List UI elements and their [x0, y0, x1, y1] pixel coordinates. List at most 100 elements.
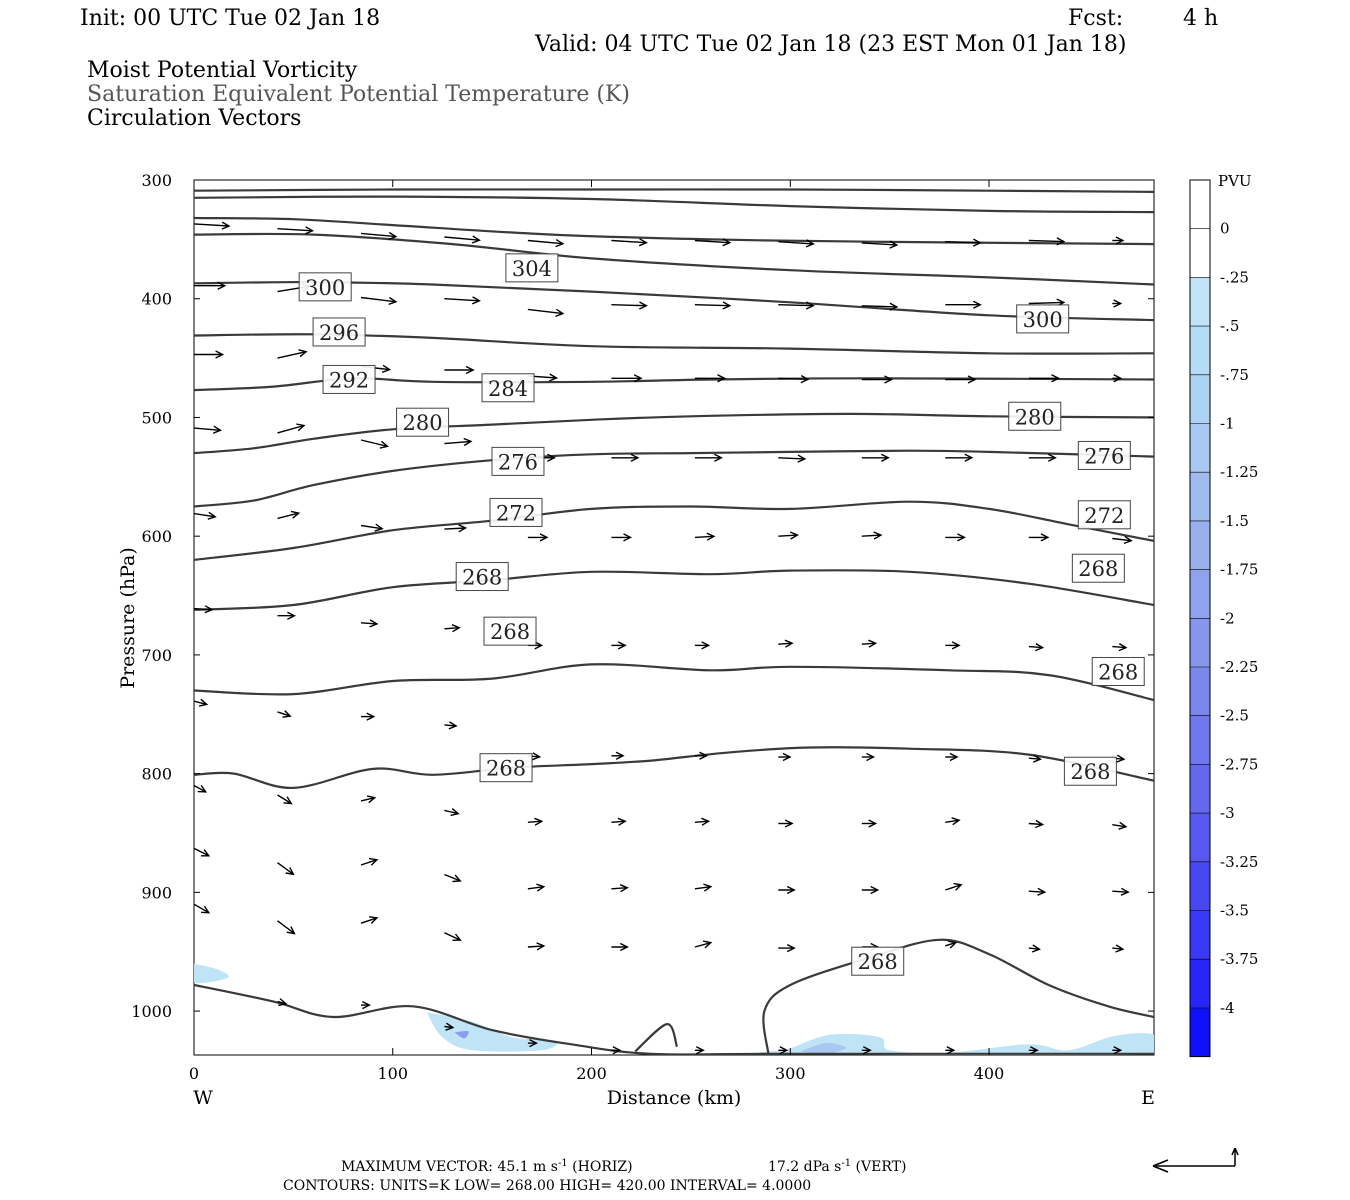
colorbar-unit: PVU: [1218, 172, 1252, 190]
pv-shading-layer: [194, 963, 1154, 1055]
circulation-vector: [277, 794, 293, 805]
reference-vector-icon: [1152, 1147, 1239, 1173]
theta-contour-272: [194, 500, 1154, 561]
plot-area: [193, 179, 1155, 1056]
contour-label-text: 268: [462, 566, 502, 590]
circulation-vector: [1112, 642, 1128, 652]
colorbar-cell: [1190, 569, 1210, 619]
contour-label-text: 268: [1098, 661, 1138, 685]
circulation-vector: [360, 523, 384, 532]
circulation-vector: [277, 349, 308, 359]
contour-label-text: 304: [512, 257, 552, 281]
contour-label: 268: [1091, 657, 1145, 687]
circulation-vector: [277, 998, 288, 1007]
circulation-vector: [444, 365, 475, 375]
colorbar-cell: [1190, 813, 1210, 862]
y-tick-label: 400: [141, 290, 172, 309]
circulation-vector: [1112, 535, 1133, 545]
contour-label: 280: [396, 407, 450, 437]
circulation-vector: [194, 425, 223, 434]
pv-shade-region: [800, 1043, 846, 1054]
circulation-vector: [194, 847, 211, 857]
contour-label: 268: [455, 562, 509, 592]
circulation-vector: [1028, 887, 1047, 896]
circulation-vector: [694, 374, 727, 383]
colorbar-cell: [1190, 667, 1210, 716]
contour-label-text: 268: [490, 620, 530, 644]
circulation-vector: [1112, 374, 1123, 383]
circulation-vector: [1028, 237, 1066, 246]
contour-label-text: 276: [498, 450, 538, 474]
circulation-vector: [1028, 374, 1061, 383]
circulation-vector: [694, 453, 723, 462]
circulation-vector: [861, 885, 880, 895]
circulation-vector: [694, 238, 732, 247]
circulation-vector: [1112, 236, 1125, 245]
circulation-vector: [611, 1046, 622, 1055]
theta-contour-280: [194, 412, 1154, 455]
circulation-vector: [611, 453, 640, 462]
colorbar-cell: [1190, 472, 1210, 521]
circulation-vector: [444, 808, 460, 817]
circulation-vector: [444, 1022, 455, 1031]
colorbar-tick-label: -2.25: [1220, 658, 1258, 676]
circulation-vector: [527, 533, 549, 542]
circulation-vector: [277, 920, 296, 935]
theta-contour-276: [194, 449, 1154, 508]
theta-contour-284: [194, 377, 1154, 392]
circulation-vector: [861, 453, 890, 462]
circulation-vector: [527, 942, 546, 951]
contours-info-text: CONTOURS: UNITS=K LOW= 268.00 HIGH= 420.…: [283, 1178, 811, 1194]
contour-label-text: 272: [496, 501, 536, 525]
contour-label-text: 284: [488, 377, 528, 401]
theta-contour-268: [194, 569, 1154, 611]
circulation-vector: [1028, 642, 1045, 652]
circulation-vector: [194, 698, 209, 707]
colorbar-cell: [1190, 180, 1210, 229]
circulation-vector: [778, 454, 807, 463]
circulation-vector: [360, 795, 377, 804]
circulation-vector: [778, 752, 792, 762]
circulation-vector: [611, 533, 633, 542]
circulation-vector: [861, 375, 894, 384]
contour-label: 268: [1071, 553, 1125, 583]
circulation-vector: [1028, 819, 1045, 829]
x-tick-label: 400: [974, 1064, 1005, 1083]
circulation-vector: [1112, 887, 1130, 896]
circulation-vector: [360, 619, 379, 628]
circulation-vector: [277, 423, 306, 434]
circulation-vector: [1112, 1046, 1123, 1055]
circulation-vector: [611, 884, 629, 893]
theta-contours-layer: [194, 188, 1154, 1055]
circulation-vector: [861, 302, 899, 311]
colorbar-cell: [1190, 959, 1210, 1008]
axes-layer: 300 400 500 600 700 800 900 1000 0 100 200 300 400: [131, 171, 1154, 1083]
circulation-vector: [694, 532, 716, 541]
circulation-vector: [694, 940, 713, 949]
circulation-vector: [360, 439, 390, 449]
circulation-vector: [527, 308, 565, 317]
circulation-vector: [1028, 533, 1050, 542]
contour-label: 268: [479, 753, 533, 783]
contour-label-text: 296: [319, 321, 359, 345]
colorbar-cell: [1190, 1007, 1210, 1057]
colorbar-cell: [1190, 374, 1210, 424]
circulation-vector: [945, 453, 974, 462]
circulation-vector: [360, 916, 379, 924]
circulation-vector: [360, 231, 398, 241]
contour-label-text: 276: [1084, 444, 1124, 468]
circulation-vector: [277, 226, 315, 235]
colorbar-cell: [1190, 228, 1210, 278]
theta-contour-268: [194, 746, 1154, 790]
contour-label: 276: [491, 446, 545, 476]
contour-label-text: 300: [1023, 308, 1063, 332]
circulation-vector: [694, 641, 711, 650]
theta-contour-304: [194, 195, 1154, 214]
pv-shade-region: [426, 1012, 558, 1052]
circulation-vector: [444, 721, 458, 730]
colorbar-cell: [1190, 618, 1210, 667]
colorbar-tick-label: -1.75: [1220, 561, 1258, 579]
circulation-vector: [444, 437, 473, 447]
circulation-vector: [527, 239, 565, 248]
circulation-vector: [611, 942, 629, 952]
